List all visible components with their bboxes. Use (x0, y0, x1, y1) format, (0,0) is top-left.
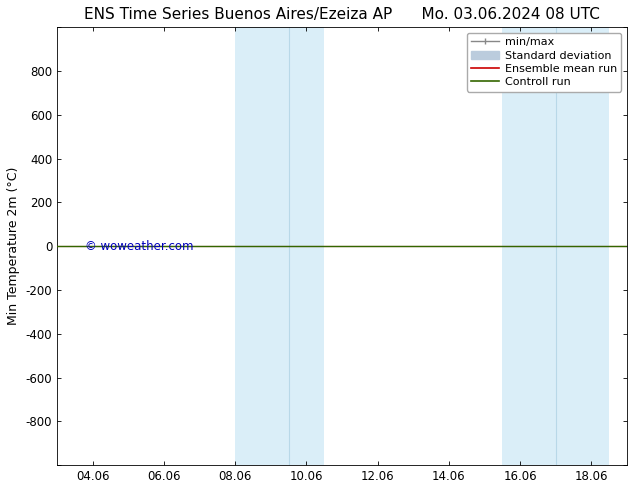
Y-axis label: Min Temperature 2m (°C): Min Temperature 2m (°C) (7, 167, 20, 325)
Bar (235, 27, 324, 465)
Bar (502, 27, 609, 465)
Legend: min/max, Standard deviation, Ensemble mean run, Controll run: min/max, Standard deviation, Ensemble me… (467, 33, 621, 92)
Text: © woweather.com: © woweather.com (86, 240, 194, 253)
Title: ENS Time Series Buenos Aires/Ezeiza AP      Mo. 03.06.2024 08 UTC: ENS Time Series Buenos Aires/Ezeiza AP M… (84, 7, 600, 22)
